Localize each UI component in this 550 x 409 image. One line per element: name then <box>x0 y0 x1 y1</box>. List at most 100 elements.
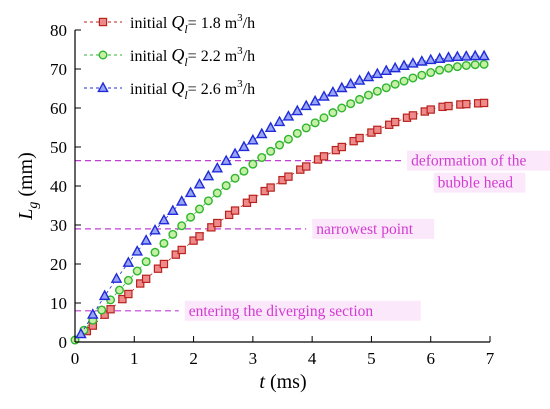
x-tick-label: 7 <box>486 349 495 368</box>
data-point <box>390 117 400 127</box>
annotation-label: narrowest point <box>316 221 414 238</box>
data-point <box>407 57 419 68</box>
data-point <box>451 50 464 62</box>
data-point <box>283 134 293 144</box>
y-ticks: 0 10 20 30 40 50 60 70 80 <box>50 21 81 352</box>
data-point <box>462 99 471 109</box>
data-point <box>248 159 258 169</box>
data-point <box>398 59 410 70</box>
legend-prefix: initial <box>130 15 171 32</box>
data-point <box>149 224 161 235</box>
data-point <box>435 65 445 75</box>
data-point <box>389 61 401 73</box>
data-point <box>417 70 427 80</box>
data-point <box>426 105 435 114</box>
data-point <box>195 232 204 241</box>
data-point <box>230 206 240 215</box>
data-point <box>186 212 196 222</box>
legend-unit: /h <box>243 15 255 32</box>
legend-unit: /h <box>243 48 255 65</box>
legend-sub: l <box>184 55 188 69</box>
y-axis-title-unit: (mm) <box>15 152 37 201</box>
data-point <box>153 264 163 273</box>
legend-label: initial Ql= 2.6 m3/h <box>130 78 255 102</box>
x-axis-title: t (ms) <box>259 371 306 393</box>
legend-item-1: initial Ql= 1.8 m3/h <box>84 12 255 36</box>
data-point <box>355 94 365 104</box>
data-point <box>362 70 375 82</box>
series-layer <box>70 49 490 345</box>
legend-sub: l <box>184 88 188 102</box>
x-tick-label: 6 <box>426 349 435 368</box>
data-point <box>264 121 277 132</box>
data-point <box>177 245 186 255</box>
data-point <box>132 266 142 276</box>
data-point <box>175 195 188 206</box>
data-point <box>300 99 312 111</box>
series-line <box>74 63 485 341</box>
data-point <box>159 238 169 248</box>
data-point <box>371 67 384 79</box>
data-point <box>353 74 366 85</box>
data-point <box>408 111 418 120</box>
axes <box>74 30 490 343</box>
data-point <box>346 99 356 109</box>
legend-sup: 3 <box>237 45 243 57</box>
y-tick-label: 10 <box>50 294 67 313</box>
data-point <box>189 236 198 245</box>
data-point <box>212 188 222 198</box>
data-point <box>479 59 489 69</box>
y-tick-label: 0 <box>59 333 68 352</box>
legend-item-3: initial Ql= 2.6 m3/h <box>84 78 255 102</box>
data-point <box>442 51 455 62</box>
data-point <box>479 98 489 108</box>
data-point <box>124 289 133 299</box>
data-point <box>336 81 348 93</box>
legend-label: initial Ql= 1.8 m3/h <box>130 12 255 36</box>
data-point <box>424 53 437 65</box>
annotation-background <box>184 300 421 321</box>
y-tick-label: 40 <box>50 177 67 196</box>
annotation-label: bubble head <box>438 175 514 192</box>
data-point <box>319 113 329 123</box>
x-ticks: 0 1 2 3 4 5 6 7 <box>71 336 495 368</box>
data-point <box>194 204 204 214</box>
data-point <box>416 55 428 66</box>
y-tick-label: 60 <box>50 99 67 118</box>
data-point <box>470 60 480 70</box>
data-point <box>255 127 268 139</box>
data-point <box>171 250 180 259</box>
legend-marker <box>98 50 108 60</box>
data-point <box>168 229 178 239</box>
data-point <box>224 210 234 220</box>
data-point <box>106 305 115 314</box>
annotation-background <box>433 172 526 193</box>
data-point <box>266 183 275 192</box>
data-point <box>118 294 127 304</box>
y-tick-label: 70 <box>50 60 67 79</box>
data-point <box>478 49 490 61</box>
annotation-label: deformation of the <box>411 153 526 170</box>
data-point <box>97 305 107 315</box>
data-point <box>310 118 320 128</box>
legend-var: Q <box>171 45 184 65</box>
data-point <box>238 140 250 152</box>
annotation-label: entering the diverging section <box>189 303 374 320</box>
data-point <box>399 76 409 86</box>
data-point <box>444 101 453 111</box>
x-axis-title-var: t <box>259 371 265 393</box>
legend-marker <box>98 17 108 27</box>
data-point <box>408 73 418 83</box>
data-point <box>248 194 258 204</box>
legend-sup: 3 <box>237 12 243 24</box>
series-1 <box>82 98 489 336</box>
data-point <box>131 245 144 256</box>
x-tick-label: 1 <box>130 349 139 368</box>
data-point <box>122 256 135 267</box>
data-point <box>202 169 215 181</box>
x-tick-label: 3 <box>249 349 258 368</box>
data-point <box>239 166 249 176</box>
data-point <box>319 152 329 161</box>
data-point <box>123 275 133 285</box>
